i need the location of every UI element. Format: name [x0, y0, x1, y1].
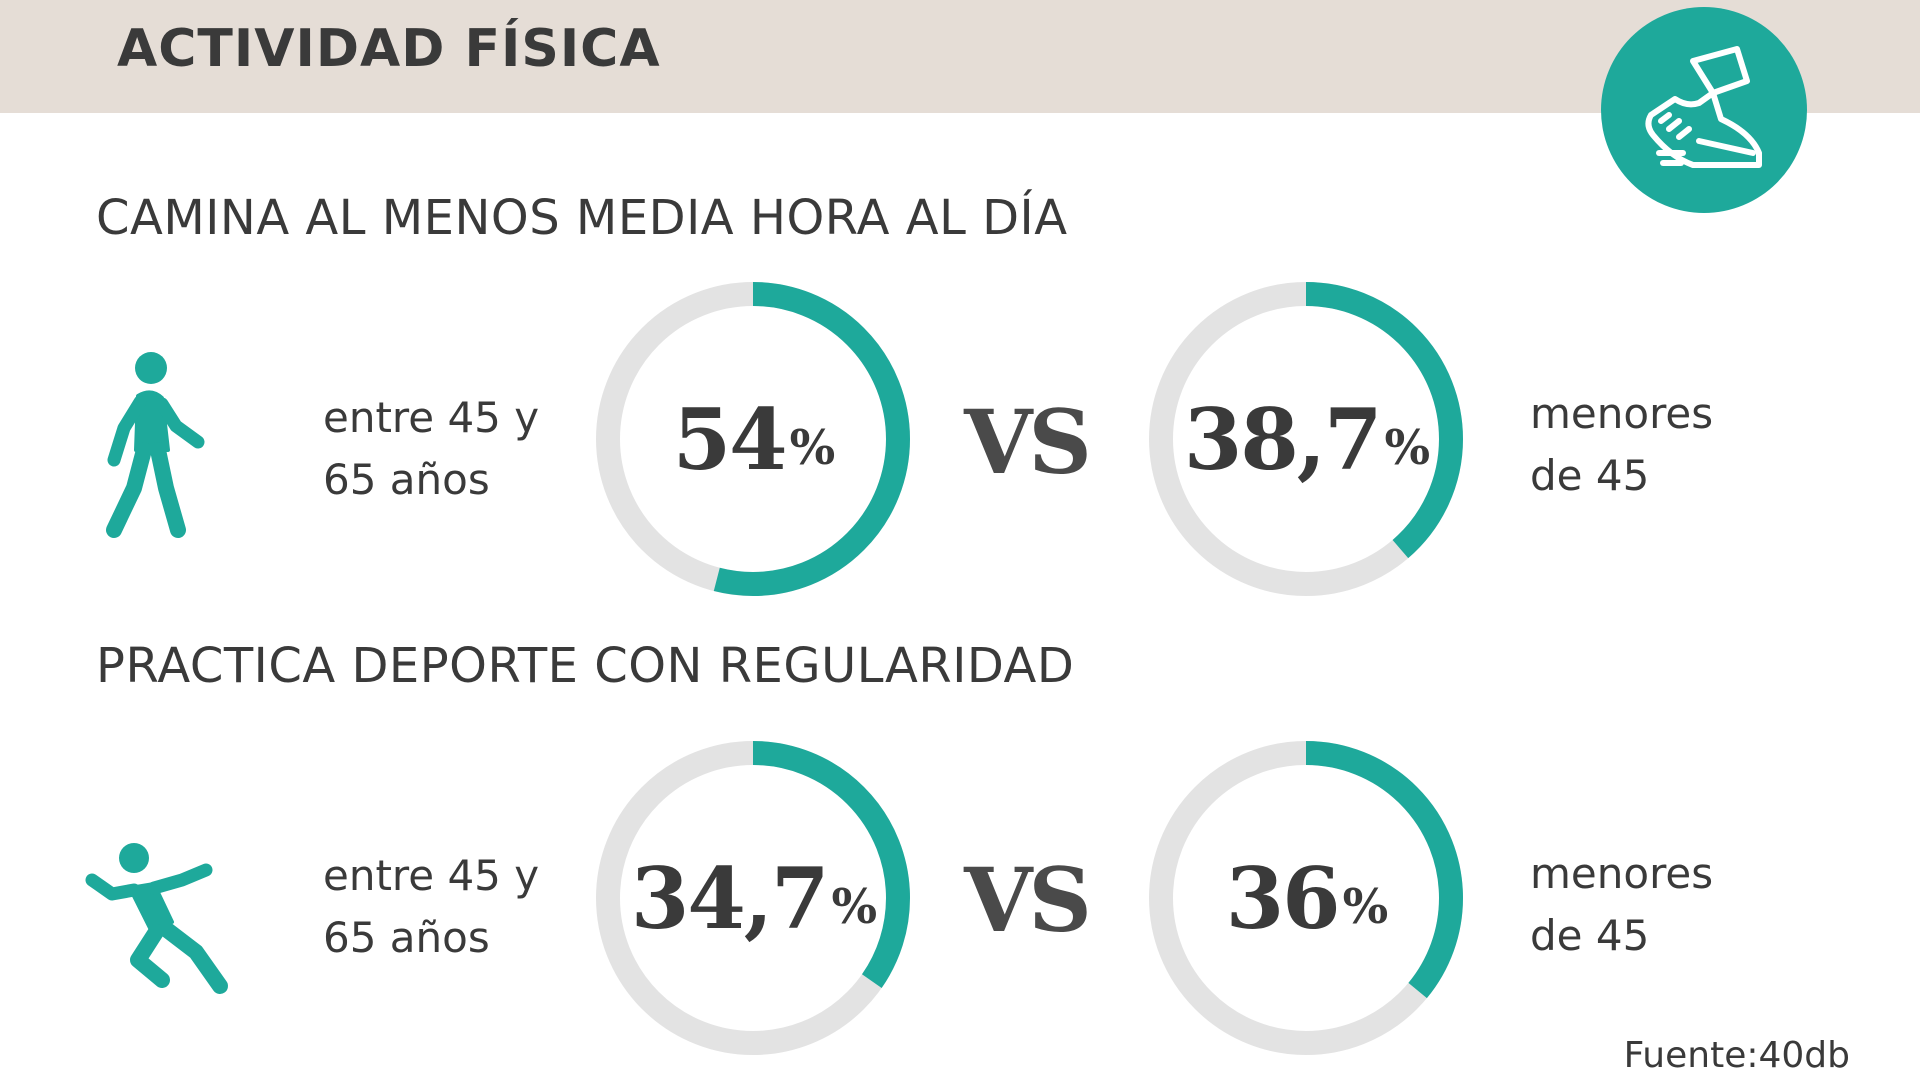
donut-value-number: 36 [1225, 848, 1341, 948]
versus-label: VS [964, 848, 1092, 952]
donut-value-unit: % [1342, 879, 1389, 935]
group-label-line: 65 años [323, 455, 490, 504]
group-label-line: 65 años [323, 913, 490, 962]
donut-chart: 54% [593, 279, 913, 599]
donut-arc [596, 282, 910, 596]
donut-chart: 38,7% [1146, 279, 1466, 599]
donut-value-unit: % [831, 879, 877, 935]
donut-value-number: 54 [672, 389, 788, 489]
versus-label: VS [964, 390, 1092, 494]
donut-chart: 34,7% [593, 738, 913, 1058]
group-label-45-65: entre 45 y 65 años [323, 845, 583, 969]
donut-value-number: 38,7 [1183, 389, 1383, 489]
group-label-line: de 45 [1530, 451, 1650, 500]
donut-svg [596, 282, 910, 596]
donut-arc [596, 741, 910, 1055]
page-title: ACTIVIDAD FÍSICA [117, 19, 661, 79]
donut-value-unit: % [1384, 420, 1430, 476]
donut-arc [1149, 741, 1463, 1055]
group-label-line: menores [1530, 389, 1714, 438]
section-heading: PRACTICA DEPORTE CON REGULARIDAD [96, 638, 1075, 694]
donut-arc [1149, 282, 1463, 596]
donut-svg [596, 741, 910, 1055]
source-note: Fuente:40db [1623, 1035, 1850, 1076]
group-label-line: menores [1530, 849, 1714, 898]
donut-value: 34,7% [593, 738, 913, 1058]
header-band [0, 0, 1920, 113]
donut-value-unit: % [789, 420, 836, 476]
donut-value-number: 34,7 [630, 848, 830, 948]
group-label-line: de 45 [1530, 911, 1650, 960]
donut-svg [1149, 282, 1463, 596]
section-heading: CAMINA AL MENOS MEDIA HORA AL DÍA [96, 190, 1068, 246]
donut-chart: 36% [1146, 738, 1466, 1058]
group-label-45-65: entre 45 y 65 años [323, 387, 583, 511]
donut-value: 38,7% [1146, 279, 1466, 599]
walking-person-icon [106, 352, 205, 538]
shoe-badge [1601, 7, 1807, 213]
donut-svg [1149, 741, 1463, 1055]
running-person-icon [85, 843, 228, 994]
shoe-icon [1645, 46, 1762, 168]
group-label-line: entre 45 y [323, 851, 540, 900]
group-label-under-45: menores de 45 [1530, 843, 1790, 967]
donut-value: 36% [1146, 738, 1466, 1058]
donut-value: 54% [593, 279, 913, 599]
group-label-under-45: menores de 45 [1530, 383, 1790, 507]
group-label-line: entre 45 y [323, 393, 540, 442]
